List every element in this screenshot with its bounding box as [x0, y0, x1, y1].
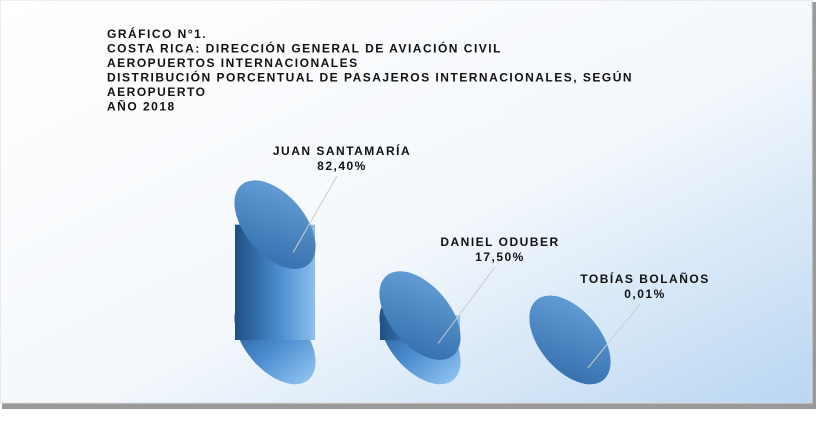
- title-line: AEROPUERTOS INTERNACIONALES: [107, 56, 359, 70]
- title-line: AÑO 2018: [107, 99, 176, 114]
- value-label: 0,01%: [624, 287, 666, 301]
- category-label: DANIEL ODUBER: [440, 235, 559, 249]
- title-line: GRÁFICO N°1.: [107, 26, 207, 41]
- title-line: DISTRIBUCIÓN PORCENTUAL DE PASAJEROS INT…: [107, 70, 633, 85]
- category-label: TOBÍAS BOLAÑOS: [580, 271, 709, 286]
- title-line: COSTA RICA: DIRECCIÓN GENERAL DE AVIACIÓ…: [107, 41, 502, 56]
- category-label: JUAN SANTAMARÍA: [273, 143, 411, 158]
- value-label: 17,50%: [475, 250, 525, 264]
- value-label: 82,40%: [317, 159, 367, 173]
- title-line: AEROPUERTO: [107, 85, 206, 99]
